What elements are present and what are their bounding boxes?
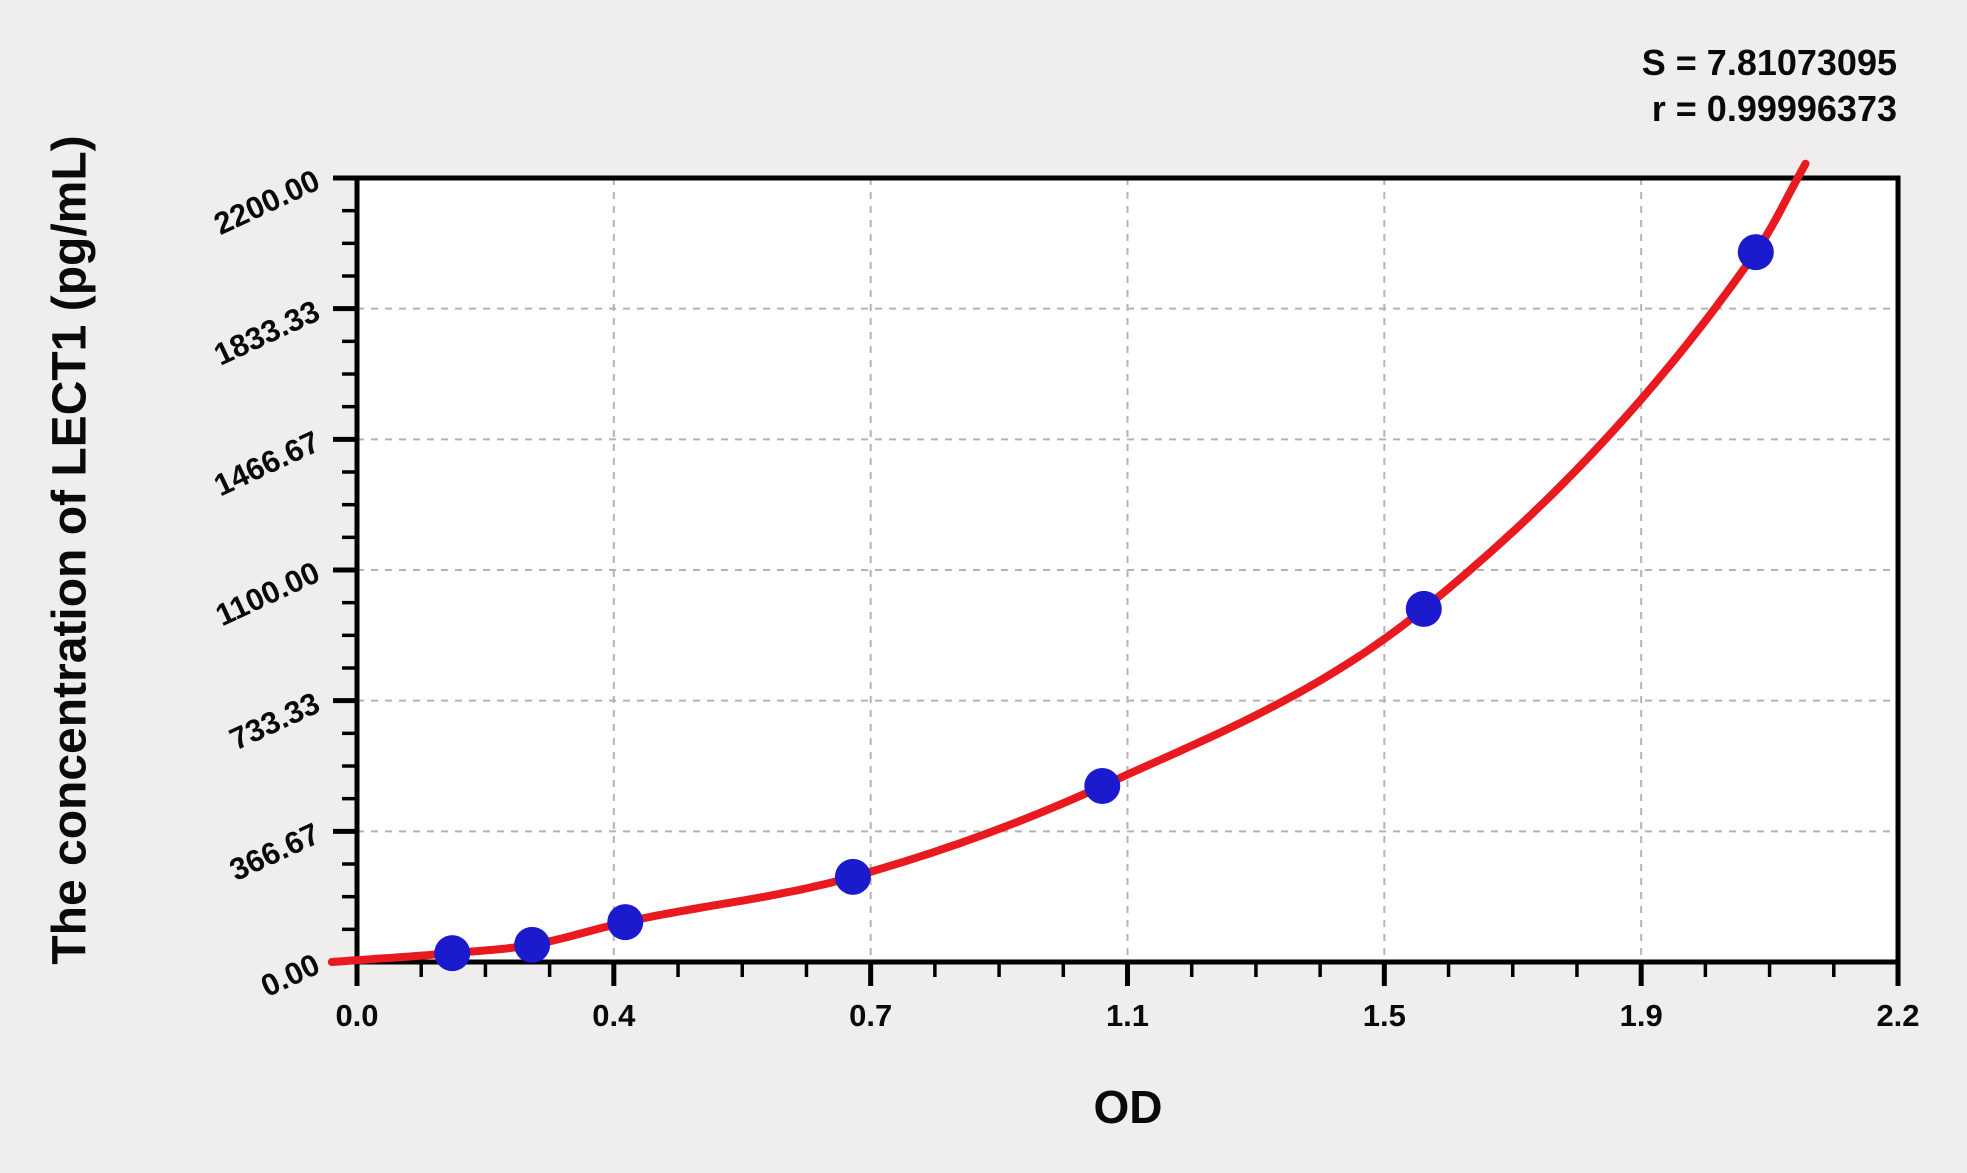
y-tick-label: 1100.00	[210, 555, 325, 633]
y-tick-label: 2200.00	[209, 163, 325, 242]
plot-border	[354, 175, 1901, 965]
stat-s-value: S = 7.81073095	[1641, 42, 1897, 83]
x-tick-label: 0.0	[335, 998, 378, 1033]
fit-statistics: S = 7.81073095 r = 0.99996373	[1642, 40, 1897, 132]
y-tick-label: 366.67	[224, 816, 325, 888]
data-point-1	[514, 926, 551, 963]
x-tick-label: 2.2	[1876, 998, 1919, 1033]
data-point-2	[607, 904, 644, 941]
x-tick-label: 0.4	[592, 998, 636, 1033]
y-tick-label: 1833.33	[209, 293, 325, 372]
y-tick-label: 1466.67	[209, 424, 325, 503]
x-tick-label: 0.7	[849, 998, 892, 1033]
data-point-0	[434, 935, 471, 972]
x-tick-label: 1.9	[1620, 998, 1663, 1033]
x-axis-title: OD	[1093, 1081, 1163, 1133]
data-point-4	[1084, 767, 1121, 804]
y-tick-label: 0.00	[255, 947, 324, 1004]
data-point-5	[1405, 590, 1442, 627]
x-tick-label: 1.5	[1363, 998, 1406, 1033]
y-tick-label: 733.33	[224, 685, 325, 757]
data-point-3	[834, 858, 871, 895]
stat-r-value: r = 0.99996373	[1651, 88, 1897, 129]
data-point-6	[1737, 234, 1774, 271]
standard-curve-line	[327, 159, 1810, 966]
x-tick-label: 1.1	[1106, 998, 1149, 1033]
